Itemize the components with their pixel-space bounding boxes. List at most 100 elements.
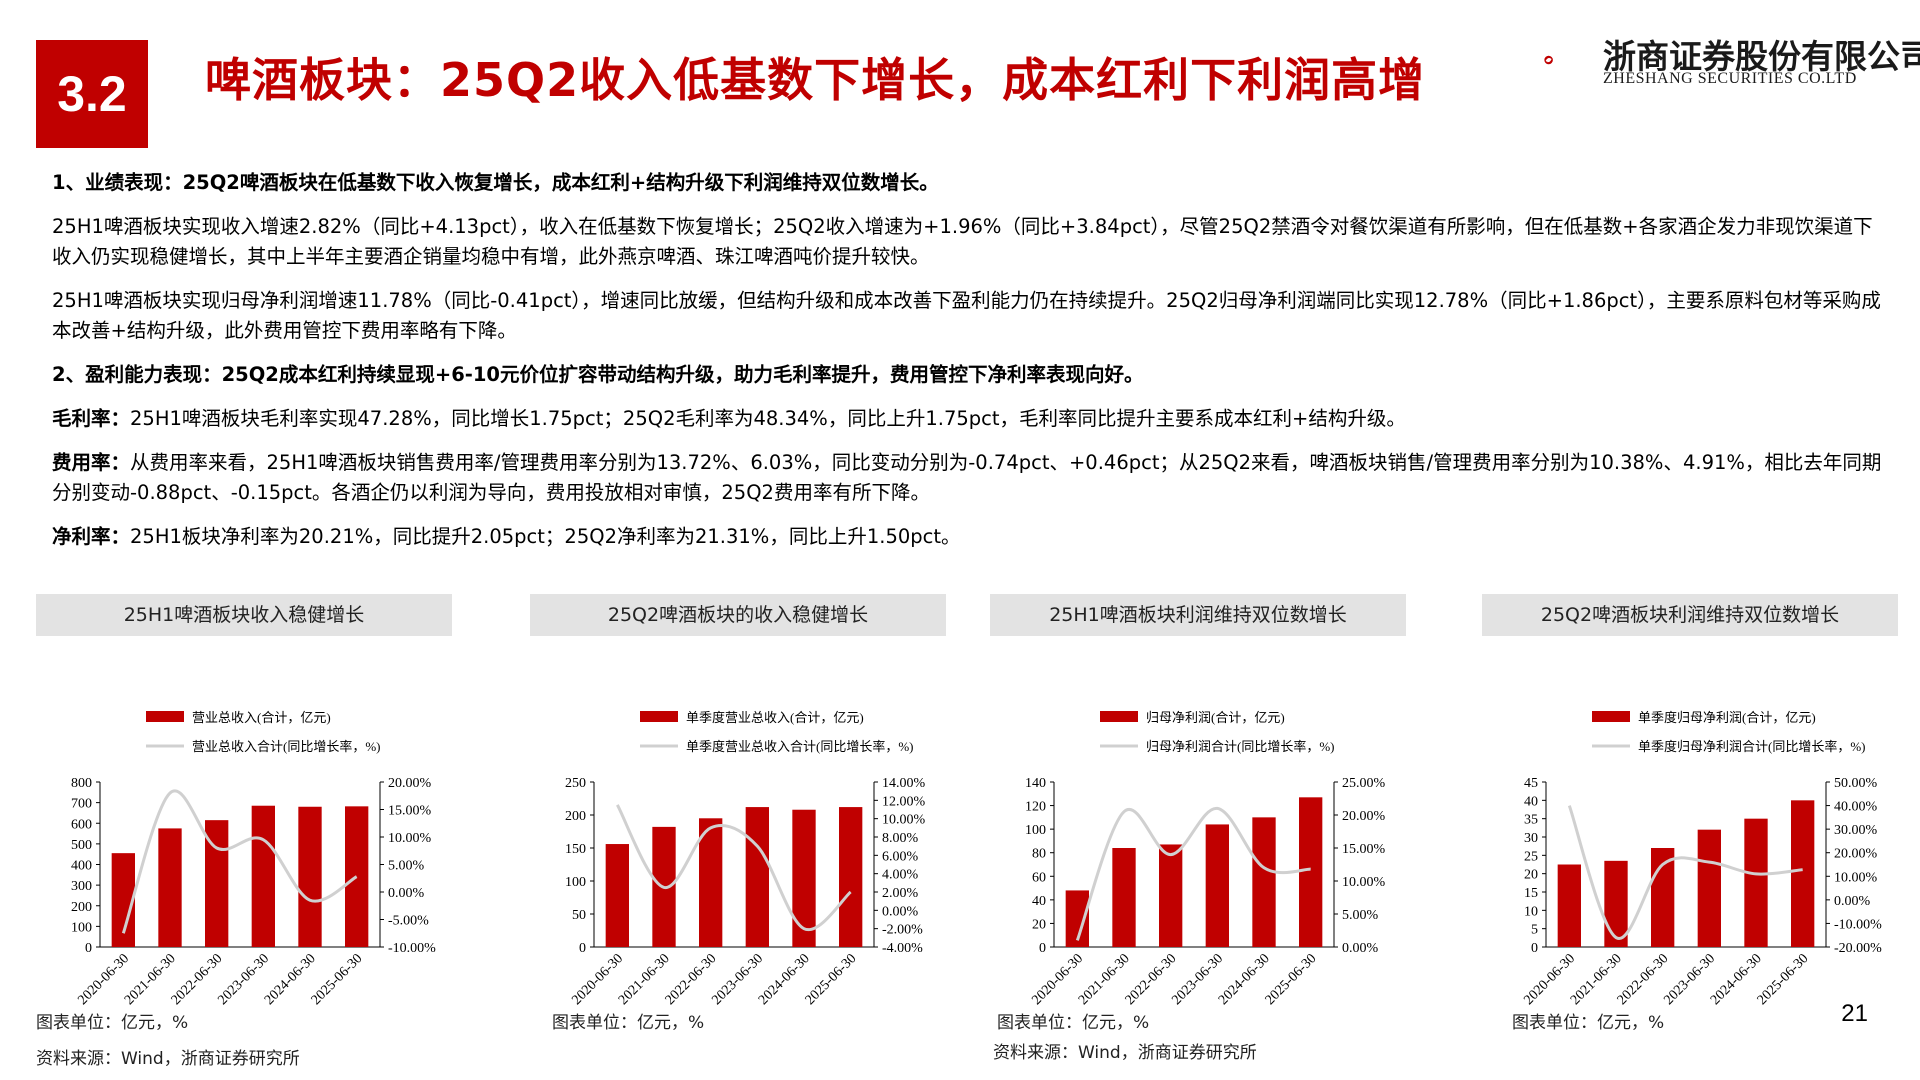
unit-note-2: 图表单位：亿元，% xyxy=(552,1013,705,1033)
y-tick-label: 15 xyxy=(1524,886,1538,901)
y-tick-label: 5 xyxy=(1531,923,1538,938)
bar xyxy=(1065,890,1089,947)
growth-line xyxy=(1567,805,1803,940)
y2-tick-label: -5.00% xyxy=(388,914,429,929)
legend-bar-swatch xyxy=(146,711,184,722)
y-tick-label: 250 xyxy=(565,776,586,791)
bar xyxy=(1205,824,1229,947)
growth-line xyxy=(1075,806,1311,941)
unit-note-1: 图表单位：亿元，% xyxy=(36,1013,189,1033)
source-note-3: 资料来源：Wind，浙商证券研究所 xyxy=(993,1043,1257,1063)
chart-3: 归母净利润(合计，亿元) 归母净利润合计(同比增长率，%) 0 20 40 60 80 100… xyxy=(1025,710,1386,1008)
y2-tick-label: 0.00% xyxy=(1834,894,1871,909)
y-tick-label: 200 xyxy=(71,900,92,915)
y2-tick-label: 0.00% xyxy=(1342,941,1379,956)
page-number: 21 xyxy=(1841,1000,1868,1027)
label-gross-margin: 毛利率： xyxy=(52,407,131,430)
paragraph-net-margin: 净利率：25H1板块净利率为20.21%，同比提升2.05pct；25Q2净利率… xyxy=(52,522,1882,552)
paragraph-expense-ratio: 费用率：从费用率来看，25H1啤酒板块销售费用率/管理费用率分别为13.72%、… xyxy=(52,448,1882,508)
chart-panel-3: 25H1啤酒板块利润维持双位数增长 归母净利润(合计，亿元) 归母净利润合计(同比… xyxy=(990,594,1430,1074)
bar xyxy=(745,807,769,947)
growth-line xyxy=(121,789,358,934)
page-title: 啤酒板块：25Q2收入低基数下增长，成本红利下利润高增 xyxy=(205,53,1426,107)
paragraph-profit: 25H1啤酒板块实现归母净利润增速11.78%（同比-0.41pct），增速同比… xyxy=(52,289,1881,342)
logo-english-name: ZHESHANG SECURITIES CO.LTD xyxy=(1603,70,1857,87)
bar xyxy=(251,805,275,947)
bar xyxy=(792,809,816,947)
y2-tick-label: 0.00% xyxy=(388,886,425,901)
y-tick-label: 0 xyxy=(1531,941,1538,956)
y2-tick-label: 8.00% xyxy=(882,831,919,846)
unit-note-4: 图表单位：亿元，% xyxy=(1512,1013,1665,1033)
section-badge xyxy=(36,40,148,148)
bar xyxy=(1299,797,1323,947)
y-tick-label: 35 xyxy=(1524,813,1538,828)
y2-tick-label: 5.00% xyxy=(388,859,425,874)
y-tick-label: 0 xyxy=(85,941,92,956)
y2-tick-label: 15.00% xyxy=(1342,842,1386,857)
chart-panel-2: 25Q2啤酒板块的收入稳健增长 单季度营业总收入(合计，亿元) 单季度营业总收入合… xyxy=(530,594,970,1074)
paragraph-gross-margin: 毛利率：25H1啤酒板块毛利率实现47.28%，同比增长1.75pct；25Q2… xyxy=(52,404,1882,434)
label-expense-ratio: 费用率： xyxy=(52,451,131,474)
y-tick-label: 600 xyxy=(71,817,92,832)
text-expense-ratio: 从费用率来看，25H1啤酒板块销售费用率/管理费用率分别为13.72%、6.03… xyxy=(52,451,1882,504)
x-tick-label: 2025-06-30 xyxy=(1755,951,1812,1008)
y2-tick-label: 6.00% xyxy=(882,849,919,864)
legend-bar-swatch xyxy=(640,711,678,722)
y-tick-label: 100 xyxy=(71,920,92,935)
legend-bar-label: 归母净利润(合计，亿元) xyxy=(1146,710,1285,725)
y2-tick-label: -10.00% xyxy=(388,941,436,956)
paragraph-revenue: 25H1啤酒板块实现收入增速2.82%（同比+4.13pct），收入在低基数下恢… xyxy=(52,215,1873,268)
growth-line xyxy=(616,804,852,932)
bar xyxy=(1697,829,1721,947)
y2-tick-label: 10.00% xyxy=(882,813,926,828)
y2-tick-label: 15.00% xyxy=(388,804,432,819)
text-gross-margin: 25H1啤酒板块毛利率实现47.28%，同比增长1.75pct；25Q2毛利率为… xyxy=(130,407,1406,430)
legend-bar-label: 营业总收入(合计，亿元) xyxy=(192,710,331,725)
y2-tick-label: 0.00% xyxy=(882,904,919,919)
bar xyxy=(1604,860,1628,947)
y2-tick-label: 10.00% xyxy=(1834,870,1878,885)
source-note-1: 资料来源：Wind，浙商证券研究所 xyxy=(36,1049,300,1069)
chart-panel-4: 25Q2啤酒板块利润维持双位数增长 单季度归母净利润(合计，亿元) 单季度归母净利… xyxy=(1482,594,1920,1074)
y-tick-label: 50 xyxy=(572,908,586,923)
y-tick-label: 10 xyxy=(1524,904,1538,919)
y-tick-label: 20 xyxy=(1524,868,1538,883)
bar xyxy=(1252,817,1276,947)
y2-tick-label: -10.00% xyxy=(1834,917,1882,932)
y2-tick-label: 25.00% xyxy=(1342,776,1386,791)
chart-panel-1: 25H1啤酒板块收入稳健增长 营业总收入(合计，亿元) 营业总收入合计(同比增长率… xyxy=(36,594,476,1074)
legend-line-label: 归母净利润合计(同比增长率，%) xyxy=(1146,739,1335,754)
legend-bar-swatch xyxy=(1592,711,1630,722)
y2-tick-label: -2.00% xyxy=(882,923,923,938)
chart-1: 营业总收入(合计，亿元) 营业总收入合计(同比增长率，%) 0 100 200 300 40… xyxy=(71,710,436,1008)
body-text: 1、业绩表现：25Q2啤酒板块在低基数下收入恢复增长，成本红利+结构升级下利润维… xyxy=(52,168,1882,566)
y2-tick-label: 10.00% xyxy=(1342,875,1386,890)
heading-profitability: 2、盈利能力表现：25Q2成本红利持续显现+6-10元价位扩容带动结构升级，助力… xyxy=(52,363,1144,386)
bar xyxy=(605,844,629,947)
y2-tick-label: 2.00% xyxy=(882,886,919,901)
legend-line-label: 营业总收入合计(同比增长率，%) xyxy=(192,739,381,754)
text-net-margin: 25H1板块净利率为20.21%，同比提升2.05pct；25Q2净利率为21.… xyxy=(130,525,961,548)
bar xyxy=(1112,848,1136,947)
y-tick-label: 120 xyxy=(1025,800,1046,815)
chart-4: 单季度归母净利润(合计，亿元) 单季度归母净利润合计(同比增长率，%) 0 5 10 15… xyxy=(1521,710,1882,1008)
company-logo xyxy=(1544,55,1553,65)
y-tick-label: 30 xyxy=(1524,831,1538,846)
x-tick-label: 2025-06-30 xyxy=(803,951,860,1008)
y-tick-label: 40 xyxy=(1524,794,1538,809)
y2-tick-label: 20.00% xyxy=(1834,847,1878,862)
bar xyxy=(298,806,322,947)
chart-title: 25Q2啤酒板块利润维持双位数增长 xyxy=(1482,594,1898,636)
y2-tick-label: -4.00% xyxy=(882,941,923,956)
y2-tick-label: 30.00% xyxy=(1834,823,1878,838)
y2-tick-label: 12.00% xyxy=(882,794,926,809)
legend-bar-label: 单季度营业总收入(合计，亿元) xyxy=(686,710,864,725)
y2-tick-label: 50.00% xyxy=(1834,776,1878,791)
y2-tick-label: -20.00% xyxy=(1834,941,1882,956)
heading-performance: 1、业绩表现：25Q2啤酒板块在低基数下收入恢复增长，成本红利+结构升级下利润维… xyxy=(52,171,939,194)
bar xyxy=(1791,800,1815,947)
y-tick-label: 140 xyxy=(1025,776,1046,791)
bar xyxy=(1744,818,1768,947)
y-tick-label: 25 xyxy=(1524,849,1538,864)
